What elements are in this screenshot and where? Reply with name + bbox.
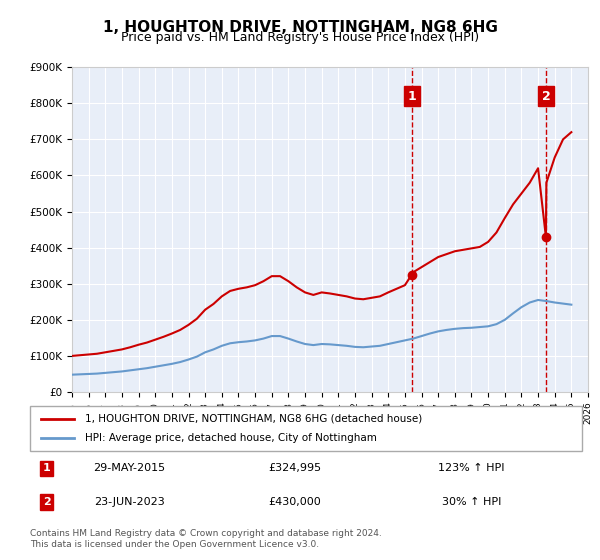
- Text: 1, HOUGHTON DRIVE, NOTTINGHAM, NG8 6HG: 1, HOUGHTON DRIVE, NOTTINGHAM, NG8 6HG: [103, 20, 497, 35]
- Text: 30% ↑ HPI: 30% ↑ HPI: [442, 497, 501, 507]
- Text: 1, HOUGHTON DRIVE, NOTTINGHAM, NG8 6HG (detached house): 1, HOUGHTON DRIVE, NOTTINGHAM, NG8 6HG (…: [85, 413, 422, 423]
- FancyBboxPatch shape: [30, 406, 582, 451]
- Text: 1: 1: [407, 90, 416, 102]
- Text: 23-JUN-2023: 23-JUN-2023: [94, 497, 165, 507]
- Text: 2: 2: [43, 497, 50, 507]
- Text: Price paid vs. HM Land Registry's House Price Index (HPI): Price paid vs. HM Land Registry's House …: [121, 31, 479, 44]
- Text: 29-MAY-2015: 29-MAY-2015: [93, 463, 166, 473]
- Text: 123% ↑ HPI: 123% ↑ HPI: [439, 463, 505, 473]
- Text: £430,000: £430,000: [269, 497, 322, 507]
- Text: 2: 2: [542, 90, 550, 102]
- Text: £324,995: £324,995: [268, 463, 322, 473]
- Text: Contains HM Land Registry data © Crown copyright and database right 2024.
This d: Contains HM Land Registry data © Crown c…: [30, 529, 382, 549]
- Text: HPI: Average price, detached house, City of Nottingham: HPI: Average price, detached house, City…: [85, 433, 377, 444]
- Text: 1: 1: [43, 463, 50, 473]
